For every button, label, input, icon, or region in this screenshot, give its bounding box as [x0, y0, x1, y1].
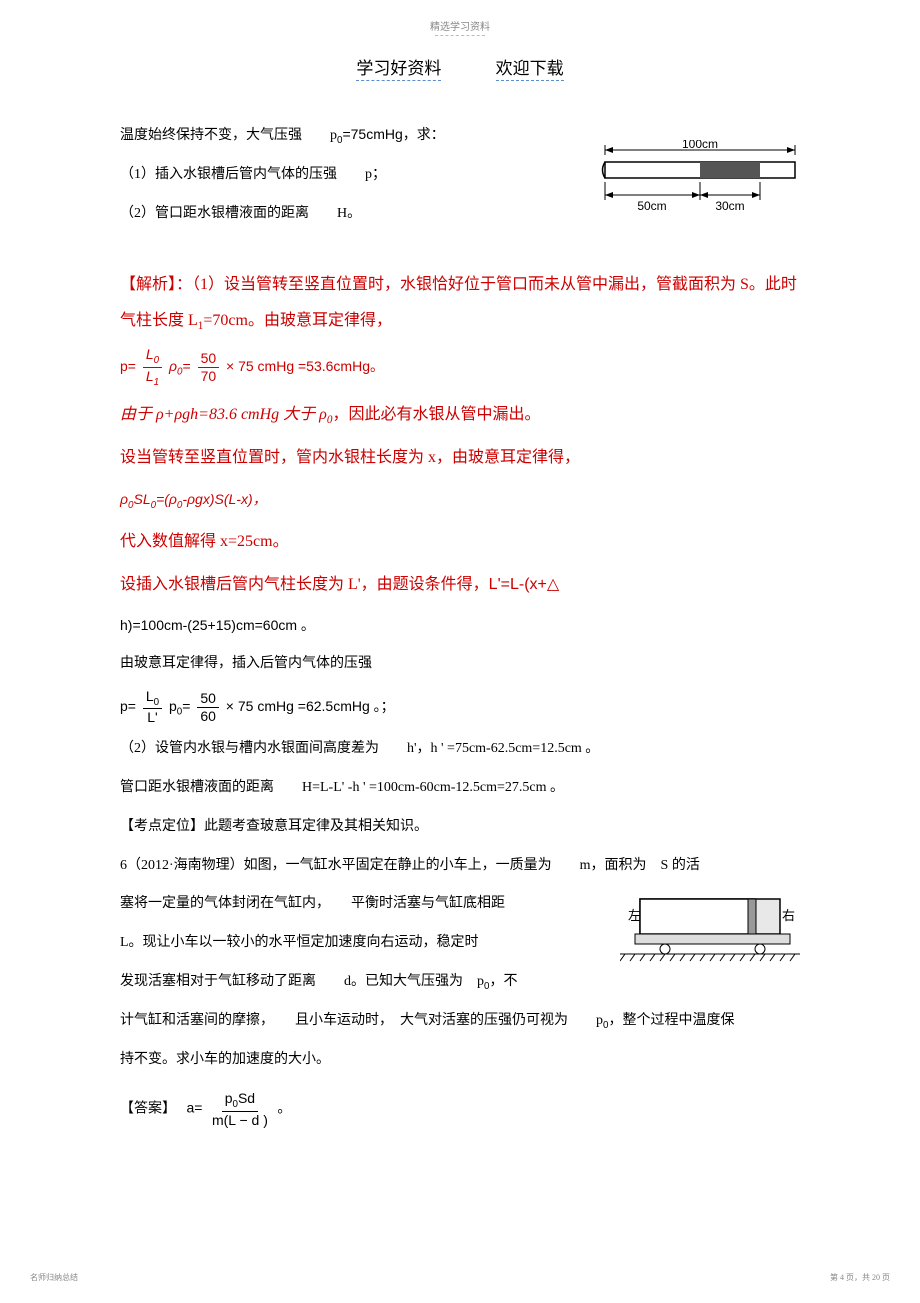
- svg-text:30cm: 30cm: [715, 199, 744, 213]
- solution-para6: 由玻意耳定律得，插入后管内气体的压强: [120, 649, 800, 680]
- title-right: 欢迎下载: [496, 59, 564, 81]
- title-left: 学习好资料: [356, 59, 441, 81]
- solution-para1: 【解析】：（1）设当管转至竖直位置时，水银恰好位于管口而未从管中漏出，管截面积为…: [120, 267, 800, 338]
- solution-para2: 由于 ρ+ρgh=83.6 cmHg 大于 ρ0，因此必有水银从管中漏出。: [120, 397, 800, 433]
- content-area: 温度始终保持不变，大气压强 p0=75cmHg，求： （1）插入水银槽后管内气体…: [0, 79, 920, 1129]
- solution-para5: 设插入水银槽后管内气柱长度为 L'，由题设条件得，L'=L-(x+△: [120, 567, 800, 602]
- svg-text:50cm: 50cm: [637, 199, 666, 213]
- q6-line6: 持不变。求小车的加速度的大小。: [120, 1045, 800, 1076]
- solution-para4: 代入数值解得 x=25cm。: [120, 524, 800, 559]
- equation3: p= L0L' p0= 5060 × 75 cmHg =62.5cmHg 。；: [120, 688, 800, 726]
- solution-para7: （2）设管内水银与槽内水银面间高度差为 h'，h ' =75cm-62.5cm=…: [120, 734, 800, 765]
- footer-right: 第 4 页，共 20 页: [830, 1272, 890, 1283]
- answer-line: 【答案】 a= p0Sd m(L − d ) 。: [120, 1090, 800, 1128]
- solution-para8: 管口距水银槽液面的距离 H=L-L' -h ' =100cm-60cm-12.5…: [120, 773, 800, 804]
- svg-text:右: 右: [782, 908, 795, 923]
- cylinder-diagram: 左 右: [620, 894, 800, 977]
- equation1: p= L0L1 ρ0= 5070 × 75 cmHg =53.6cmHg。: [120, 346, 800, 388]
- q6-line1: 6（2012·海南物理）如图，一气缸水平固定在静止的小车上，一质量为 m，面积为…: [120, 851, 800, 882]
- equation2: ρ0SL0=(ρ0-ρgx)S(L-x)，: [120, 484, 800, 516]
- solution-para9: 【考点定位】此题考查玻意耳定律及其相关知识。: [120, 812, 800, 843]
- svg-text:左: 左: [628, 908, 641, 923]
- solution-para3: 设当管转至竖直位置时，管内水银柱长度为 x，由玻意耳定律得，: [120, 440, 800, 475]
- solution-para5c: h)=100cm-(25+15)cm=60cm 。: [120, 610, 800, 641]
- q6-line5: 计气缸和活塞间的摩擦， 且小车运动时， 大气对活塞的压强仍可视为 p0，整个过程…: [120, 1006, 800, 1037]
- footer-left: 名师归纳总结: [30, 1272, 78, 1283]
- svg-text:100cm: 100cm: [682, 140, 718, 151]
- top-small-header: 精选学习资料: [0, 0, 920, 36]
- page-title: 学习好资料 欢迎下载: [0, 54, 920, 79]
- tube-diagram: 100cm 50cm 30cm: [595, 140, 805, 215]
